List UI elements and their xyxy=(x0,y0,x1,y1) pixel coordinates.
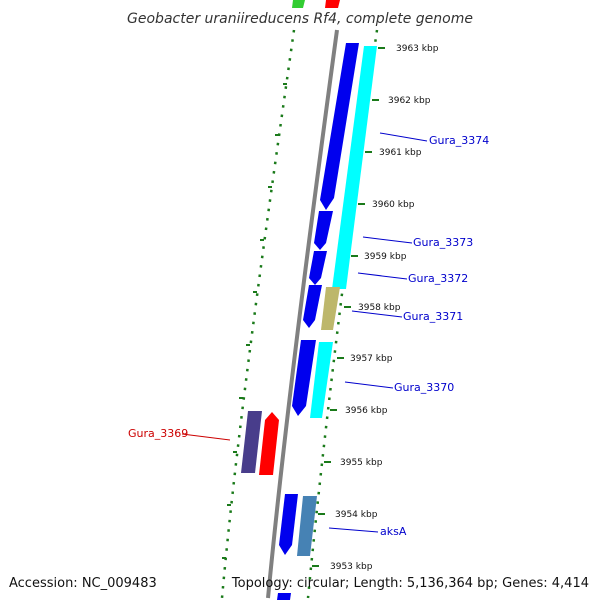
gene-feature-blue-3 xyxy=(309,251,327,285)
gene-leader-lines xyxy=(181,132,428,533)
tick-label: 3953 kbp xyxy=(330,562,373,572)
tick-label: 3959 kbp xyxy=(364,252,407,262)
tick-label: 3958 kbp xyxy=(358,303,401,313)
gene-feature-blue-2 xyxy=(314,211,333,250)
outer-ring-ticks xyxy=(222,83,287,559)
accession-text: Accession: NC_009483 xyxy=(9,576,157,591)
gene-label: Gura_3372 xyxy=(408,272,468,285)
tick-label: 3960 kbp xyxy=(372,200,415,210)
top-red-feature xyxy=(325,0,340,8)
gene-feature-blue-6 xyxy=(279,494,298,555)
genome-backbone xyxy=(266,29,339,599)
gene-feature-blue-5 xyxy=(292,340,316,416)
tick-label: 3957 kbp xyxy=(350,354,393,364)
tick-label: 3963 kbp xyxy=(396,44,439,54)
gene-feature-khaki xyxy=(321,287,340,330)
gene-feature-cyan-2 xyxy=(310,342,333,418)
tick-label: 3956 kbp xyxy=(345,406,388,416)
forward-strand-features xyxy=(297,46,377,556)
tick-label: 3961 kbp xyxy=(379,148,422,158)
genome-summary-text: Topology: circular; Length: 5,136,364 bp… xyxy=(231,576,589,591)
tick-label: 3954 kbp xyxy=(335,510,378,520)
gene-label: Gura_3374 xyxy=(429,134,489,147)
gene-labels: Gura_3374 Gura_3373 Gura_3372 Gura_3371 … xyxy=(128,134,489,538)
gene-feature-red xyxy=(259,412,279,475)
gene-feature-steelblue xyxy=(297,496,317,556)
gene-label: Gura_3371 xyxy=(403,310,463,323)
gene-feature-cyan-1 xyxy=(332,46,377,289)
gene-label: Gura_3370 xyxy=(394,381,454,394)
tick-label: 3955 kbp xyxy=(340,458,383,468)
map-title: Geobacter uraniireducens Rf4, complete g… xyxy=(127,11,473,27)
gene-feature-slate xyxy=(241,411,262,473)
gene-label: Gura_3369 xyxy=(128,427,188,440)
gene-label: Gura_3373 xyxy=(413,236,473,249)
gene-feature-blue-4 xyxy=(303,285,322,328)
tick-labels: 3963 kbp 3962 kbp 3961 kbp 3960 kbp 3959… xyxy=(330,44,439,572)
gene-label: aksA xyxy=(380,525,407,538)
inner-dotted-ring xyxy=(306,29,379,599)
gene-feature-blue-7 xyxy=(277,593,291,600)
outer-dotted-ring xyxy=(220,29,296,599)
tick-marks xyxy=(312,47,385,567)
tick-label: 3962 kbp xyxy=(388,96,431,106)
top-green-feature xyxy=(292,0,305,8)
gene-feature-blue-1 xyxy=(320,43,359,210)
reverse-strand-features xyxy=(277,43,359,600)
outer-features xyxy=(241,411,279,475)
